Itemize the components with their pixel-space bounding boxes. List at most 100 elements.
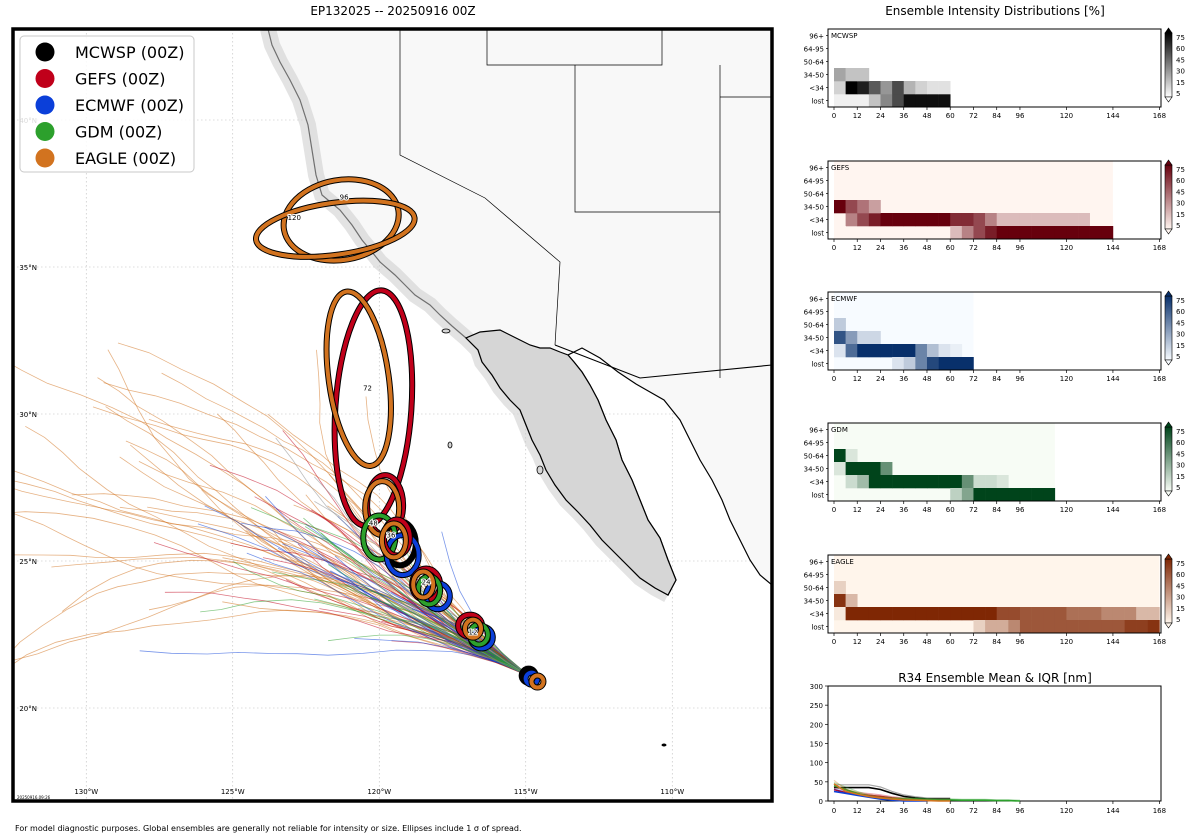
heatmap-x-label: 24 (876, 244, 885, 252)
heatmap-y-label: lost (811, 230, 824, 238)
heatmap-cell (857, 344, 870, 358)
heatmap-cell (996, 226, 1009, 240)
heatmap-x-label: 84 (992, 638, 1001, 646)
heatmap-y-label: <34 (809, 611, 824, 619)
colorbar-tick: 30 (1176, 462, 1185, 470)
heatmap-cell (1019, 620, 1032, 634)
r34-x-label: 96 (1015, 807, 1024, 815)
heatmap-x-label: 96 (1015, 506, 1024, 514)
r34-iqr-eagle (833, 779, 951, 801)
heatmap-cell (892, 475, 905, 489)
heatmap-cell (903, 475, 916, 489)
heatmap-cell (880, 607, 893, 621)
colorbar-tick: 45 (1176, 450, 1185, 458)
heatmap-x-label: 72 (969, 638, 978, 646)
heatmap-y-label: 50-64 (804, 59, 825, 67)
heatmap-cell (880, 344, 893, 358)
heatmap-x-label: 72 (969, 112, 978, 120)
heatmap-cell (996, 475, 1009, 489)
ellipse-label: 48 (369, 520, 378, 528)
colorbar-tick: 15 (1176, 79, 1185, 87)
heatmap-cell (1136, 607, 1149, 621)
heatmap-cell (868, 331, 881, 345)
legend-marker (35, 148, 55, 168)
heatmap-cell (985, 475, 998, 489)
heatmap-cell (996, 213, 1009, 227)
heatmap-cell (845, 462, 858, 476)
heatmap-x-label: 96 (1015, 112, 1024, 120)
colorbar-tick: 60 (1176, 439, 1185, 447)
heatmap-x-label: 36 (899, 506, 908, 514)
heatmap-cell (880, 94, 893, 108)
heatmap-cell (1101, 607, 1114, 621)
heatmap-cell (1054, 213, 1067, 227)
lon-label: 110°W (660, 788, 684, 796)
colorbar-tick: 30 (1176, 331, 1185, 339)
heatmap-cell (845, 331, 858, 345)
heatmap-cell (857, 607, 870, 621)
heatmap-cell (834, 94, 846, 108)
lon-label: 125°W (221, 788, 245, 796)
heatmap-cell (973, 488, 986, 502)
heatmap-y-label: 34-50 (804, 204, 824, 212)
landmass (260, 29, 772, 747)
heatmap-cell (1008, 226, 1021, 240)
colorbar (1164, 426, 1173, 492)
heatmap-cell (834, 68, 846, 82)
heatmap-x-label: 60 (946, 375, 955, 383)
colorbar-tick: 45 (1176, 319, 1185, 327)
heatmap-cell (926, 213, 939, 227)
footnote: For model diagnostic purposes. Global en… (15, 824, 522, 833)
heatmap-x-label: 144 (1106, 112, 1120, 120)
heatmap-cell (1112, 620, 1125, 634)
heatmap-y-label: lost (811, 492, 824, 500)
heatmap-cell (1043, 607, 1056, 621)
heatmap-x-label: 168 (1153, 375, 1166, 383)
heatmap-cell (868, 462, 881, 476)
colorbar-tick: 15 (1176, 342, 1185, 350)
legend-marker (35, 122, 55, 141)
heatmap-cell (1031, 213, 1044, 227)
lon-label: 130°W (74, 788, 98, 796)
heatmap-cell (985, 226, 998, 240)
colorbar-tick: 75 (1176, 34, 1185, 42)
heatmap-cell (845, 94, 858, 108)
heatmap-x-label: 120 (1060, 506, 1073, 514)
heatmap-cell (857, 475, 870, 489)
colorbar-tick: 15 (1176, 605, 1185, 613)
heatmap-gdm: GDM 96+ 64-95 50-64 34-50 <34 lost 0 12 24 36 48 60 7… (804, 421, 1185, 514)
heatmap-cell (1101, 226, 1114, 240)
heatmap-y-label: lost (811, 98, 824, 106)
colorbar-tick: 45 (1176, 56, 1185, 64)
heatmap-cell (845, 200, 858, 214)
heatmap-cell (892, 607, 905, 621)
heatmap-cell (1089, 226, 1102, 240)
colorbar (1164, 32, 1173, 98)
heatmap-y-label: 50-64 (804, 585, 825, 593)
heatmap-y-label: 50-64 (804, 191, 825, 199)
heatmap-model-name: ECMWF (831, 295, 857, 303)
r34-axes (827, 685, 1162, 802)
heatmap-x-label: 36 (899, 638, 908, 646)
heatmap-cell (996, 607, 1009, 621)
heatmap-cell (892, 81, 905, 95)
colorbar-tick: 5 (1176, 616, 1180, 624)
r34-x-label: 48 (923, 807, 932, 815)
heatmap-x-label: 72 (969, 244, 978, 252)
r34-x-label: 0 (832, 807, 836, 815)
ensemble-track (353, 561, 529, 677)
colorbar-tick: 45 (1176, 188, 1185, 196)
heatmap-y-label: 64-95 (804, 309, 824, 317)
heatmap-x-label: 72 (969, 506, 978, 514)
heatmap-cell (961, 213, 974, 227)
heatmap-cell (834, 331, 846, 345)
colorbar-tick: 75 (1176, 428, 1185, 436)
heatmap-cell (973, 620, 986, 634)
longitude-labels: 130°W 125°W 120°W 115°W 110°W (74, 788, 684, 796)
heatmap-cell (834, 81, 846, 95)
heatmap-y-label: <34 (809, 479, 824, 487)
heatmap-cell (1019, 607, 1032, 621)
lat-label: 20°N (19, 705, 37, 713)
heatmap-x-label: 48 (923, 244, 932, 252)
heatmap-y-label: 96+ (809, 559, 824, 567)
